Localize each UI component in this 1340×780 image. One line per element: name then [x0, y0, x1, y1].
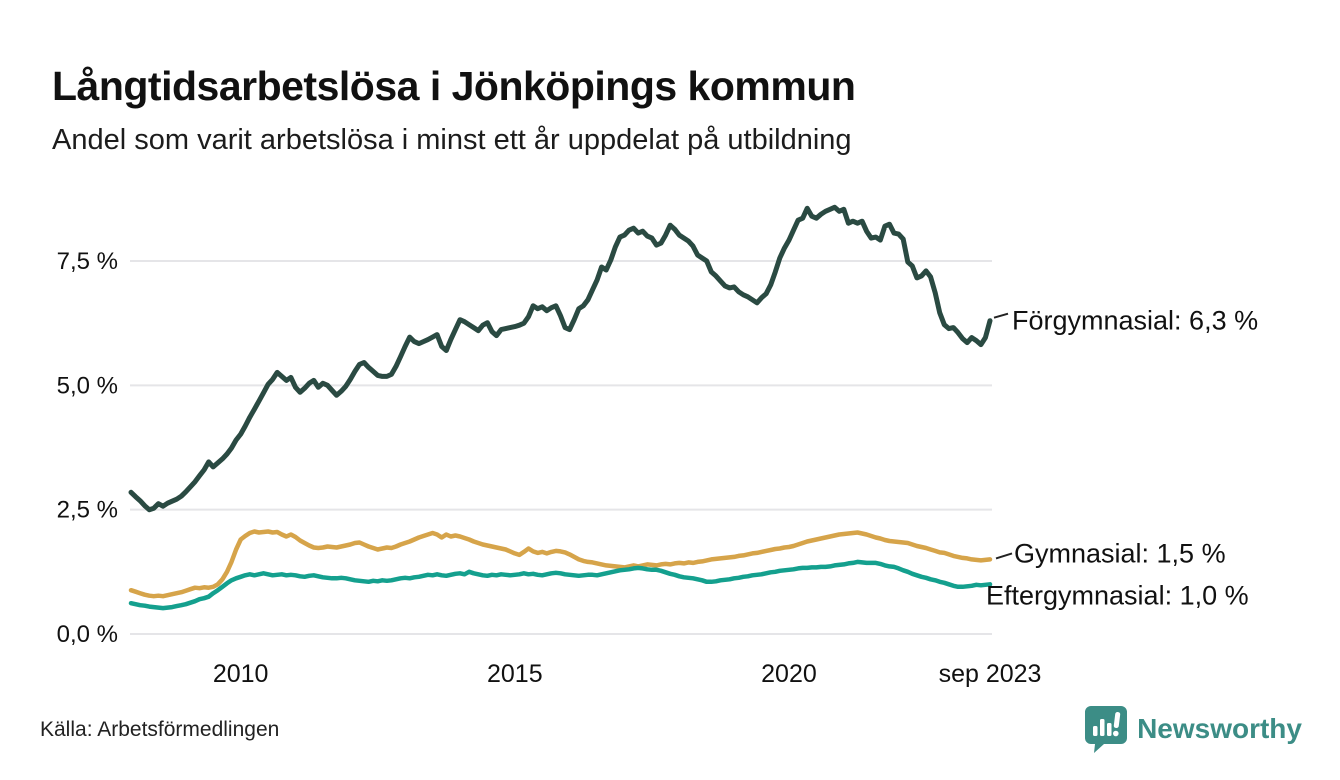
label-connector: [993, 312, 1009, 319]
newsworthy-logo: Newsworthy: [1084, 704, 1302, 754]
brand-wordmark: Newsworthy: [1137, 713, 1302, 744]
page-title: Långtidsarbetslösa i Jönköpings kommun: [52, 63, 856, 110]
series-end-label-gymnasial: Gymnasial: 1,5 %: [1014, 538, 1226, 568]
x-tick-label: 2015: [487, 660, 543, 688]
line-chart: 0,0 % 2,5 % 5,0 % 7,5 % 2010 2015 2020 sep 2023…: [57, 204, 1258, 688]
x-tick-label: 2020: [761, 660, 817, 688]
bar-small: [1093, 726, 1098, 736]
speech-bubble-shape: [1085, 706, 1128, 753]
newsworthy-logo-icon: [1085, 706, 1128, 753]
series-end-label-eftergymnasial: Eftergymnasial: 1,0 %: [986, 580, 1249, 610]
y-tick-label: 7,5 %: [57, 248, 118, 275]
bar-medium: [1107, 723, 1112, 736]
y-tick-label: 0,0 %: [57, 621, 118, 648]
series-line-eftergymnasial: [128, 559, 993, 611]
x-tick-label: sep 2023: [939, 660, 1042, 688]
series-end-label-forgymnasial: Förgymnasial: 6,3 %: [1012, 306, 1258, 336]
series-line-forgymnasial: [128, 204, 993, 513]
label-connector: [995, 552, 1013, 560]
exclamation-stem: [1113, 712, 1121, 728]
source-note: Källa: Arbetsförmedlingen: [40, 718, 280, 741]
series-line-gymnasial: [128, 529, 993, 599]
bar-tall: [1100, 719, 1105, 736]
y-tick-label: 2,5 %: [57, 497, 118, 524]
page-subtitle: Andel som varit arbetslösa i minst ett å…: [52, 124, 852, 156]
x-tick-label: 2010: [213, 660, 269, 688]
exclamation-dot: [1113, 730, 1119, 737]
y-tick-label: 5,0 %: [57, 372, 118, 399]
